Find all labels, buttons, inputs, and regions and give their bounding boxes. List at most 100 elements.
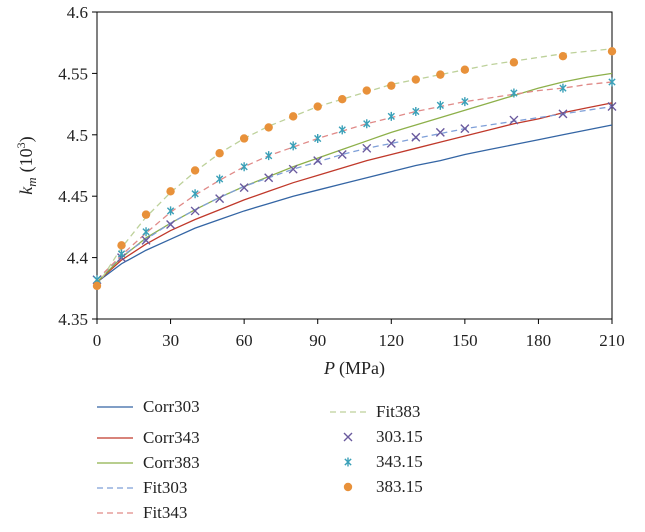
- x-tick-label: 90: [309, 331, 326, 350]
- data-point: [386, 138, 396, 148]
- data-point: [166, 206, 175, 216]
- legend-label: 383.15: [376, 477, 423, 496]
- data-point: [313, 156, 323, 166]
- series-line-fit383: [96, 48, 613, 287]
- data-point: [141, 235, 151, 245]
- data-point: [288, 164, 298, 174]
- data-point: [239, 134, 249, 143]
- data-point: [559, 83, 567, 93]
- series-layer: [92, 47, 617, 291]
- x-axis-ticks: 0 30 60 90 120 150 180 210: [93, 319, 625, 350]
- legend-swatch: [344, 457, 352, 467]
- data-point: [264, 123, 273, 132]
- y-axis-ticks: 4.35 4.4 4.45 4.5 4.55 4.6: [58, 3, 97, 329]
- data-point: [460, 65, 470, 74]
- y-tick-label: 4.55: [58, 64, 88, 83]
- data-point: [190, 206, 200, 216]
- data-point: [362, 86, 371, 95]
- data-point: [412, 106, 420, 116]
- series-line-fit303: [96, 105, 613, 281]
- data-point: [289, 141, 297, 151]
- x-tick-label: 120: [379, 331, 405, 350]
- data-point: [265, 151, 273, 161]
- data-point: [558, 52, 568, 61]
- data-point: [239, 183, 249, 193]
- data-point: [411, 75, 421, 84]
- series-line-corr343: [96, 102, 613, 283]
- x-tick-label: 30: [162, 331, 179, 350]
- series-line-corr383: [96, 72, 613, 283]
- data-point: [435, 127, 445, 137]
- y-tick-label: 4.35: [58, 310, 88, 329]
- legend-item-fit303: Fit303: [97, 478, 187, 497]
- y-axis-label-unit: (10: [16, 148, 37, 172]
- data-point: [362, 143, 372, 153]
- x-axis-label: P (MPa): [323, 358, 385, 379]
- y-axis-label-exp: 3: [14, 142, 28, 148]
- series-points-303-15: [92, 102, 617, 285]
- legend-item-corr383: Corr383: [97, 453, 200, 472]
- legend-label: Fit343: [143, 503, 187, 522]
- legend-label: Fit303: [143, 478, 187, 497]
- legend-item-303-15: 303.15: [343, 427, 423, 446]
- series-points-343-15: [93, 77, 616, 285]
- data-point: [191, 189, 199, 199]
- data-point: [117, 249, 126, 259]
- legend-item-383-15: 383.15: [343, 477, 423, 496]
- data-point: [337, 149, 347, 159]
- data-point: [166, 187, 175, 196]
- x-tick-label: 150: [452, 331, 478, 350]
- data-point: [558, 109, 568, 119]
- data-point: [387, 81, 396, 90]
- data-point: [436, 70, 445, 79]
- data-point: [166, 219, 176, 229]
- legend-item-343-15: 343.15: [344, 452, 423, 471]
- y-tick-label: 4.5: [67, 126, 88, 145]
- series-line-fit343: [96, 81, 613, 281]
- x-tick-label: 0: [93, 331, 102, 350]
- data-point: [338, 94, 347, 104]
- data-point: [240, 162, 248, 172]
- data-point: [338, 125, 346, 135]
- legend-label: 343.15: [376, 452, 423, 471]
- legend: Corr303 Corr343 Corr383 Fit303 Fit343 Fit383 3…: [97, 397, 423, 522]
- y-axis-label-var: k: [16, 186, 36, 195]
- data-point: [190, 166, 200, 175]
- data-point: [215, 149, 224, 158]
- y-tick-label: 4.45: [58, 187, 88, 206]
- data-point: [314, 133, 322, 143]
- data-point: [313, 102, 322, 111]
- data-point: [215, 174, 224, 184]
- data-point: [411, 132, 421, 142]
- series-points-383-15: [92, 47, 617, 291]
- data-point: [461, 97, 469, 107]
- data-point: [117, 241, 126, 250]
- legend-label: 303.15: [376, 427, 423, 446]
- series-line-corr303: [96, 124, 613, 283]
- y-axis-label: km (103): [14, 136, 39, 194]
- y-axis-label-close: ): [16, 136, 37, 142]
- data-point: [436, 100, 444, 110]
- legend-label: Fit383: [376, 402, 420, 421]
- legend-item-corr303: Corr303: [97, 397, 200, 416]
- data-point: [264, 173, 274, 183]
- data-point: [607, 102, 617, 112]
- data-point: [215, 194, 225, 204]
- x-axis-label-var: P: [323, 358, 335, 378]
- legend-item-fit383: Fit383: [330, 402, 420, 421]
- data-point: [509, 115, 519, 125]
- y-tick-label: 4.4: [67, 249, 89, 268]
- legend-swatch: [343, 482, 353, 492]
- x-axis-label-unit: (MPa): [339, 358, 385, 379]
- data-point: [509, 58, 519, 67]
- data-point: [460, 124, 470, 134]
- y-axis-label-sub: m: [24, 177, 39, 186]
- x-tick-label: 180: [526, 331, 552, 350]
- x-tick-label: 210: [599, 331, 625, 350]
- legend-label: Corr303: [143, 397, 200, 416]
- y-tick-label: 4.6: [67, 3, 88, 22]
- data-point: [608, 77, 616, 87]
- plot-area-frame: [96, 11, 613, 320]
- data-point: [92, 281, 102, 291]
